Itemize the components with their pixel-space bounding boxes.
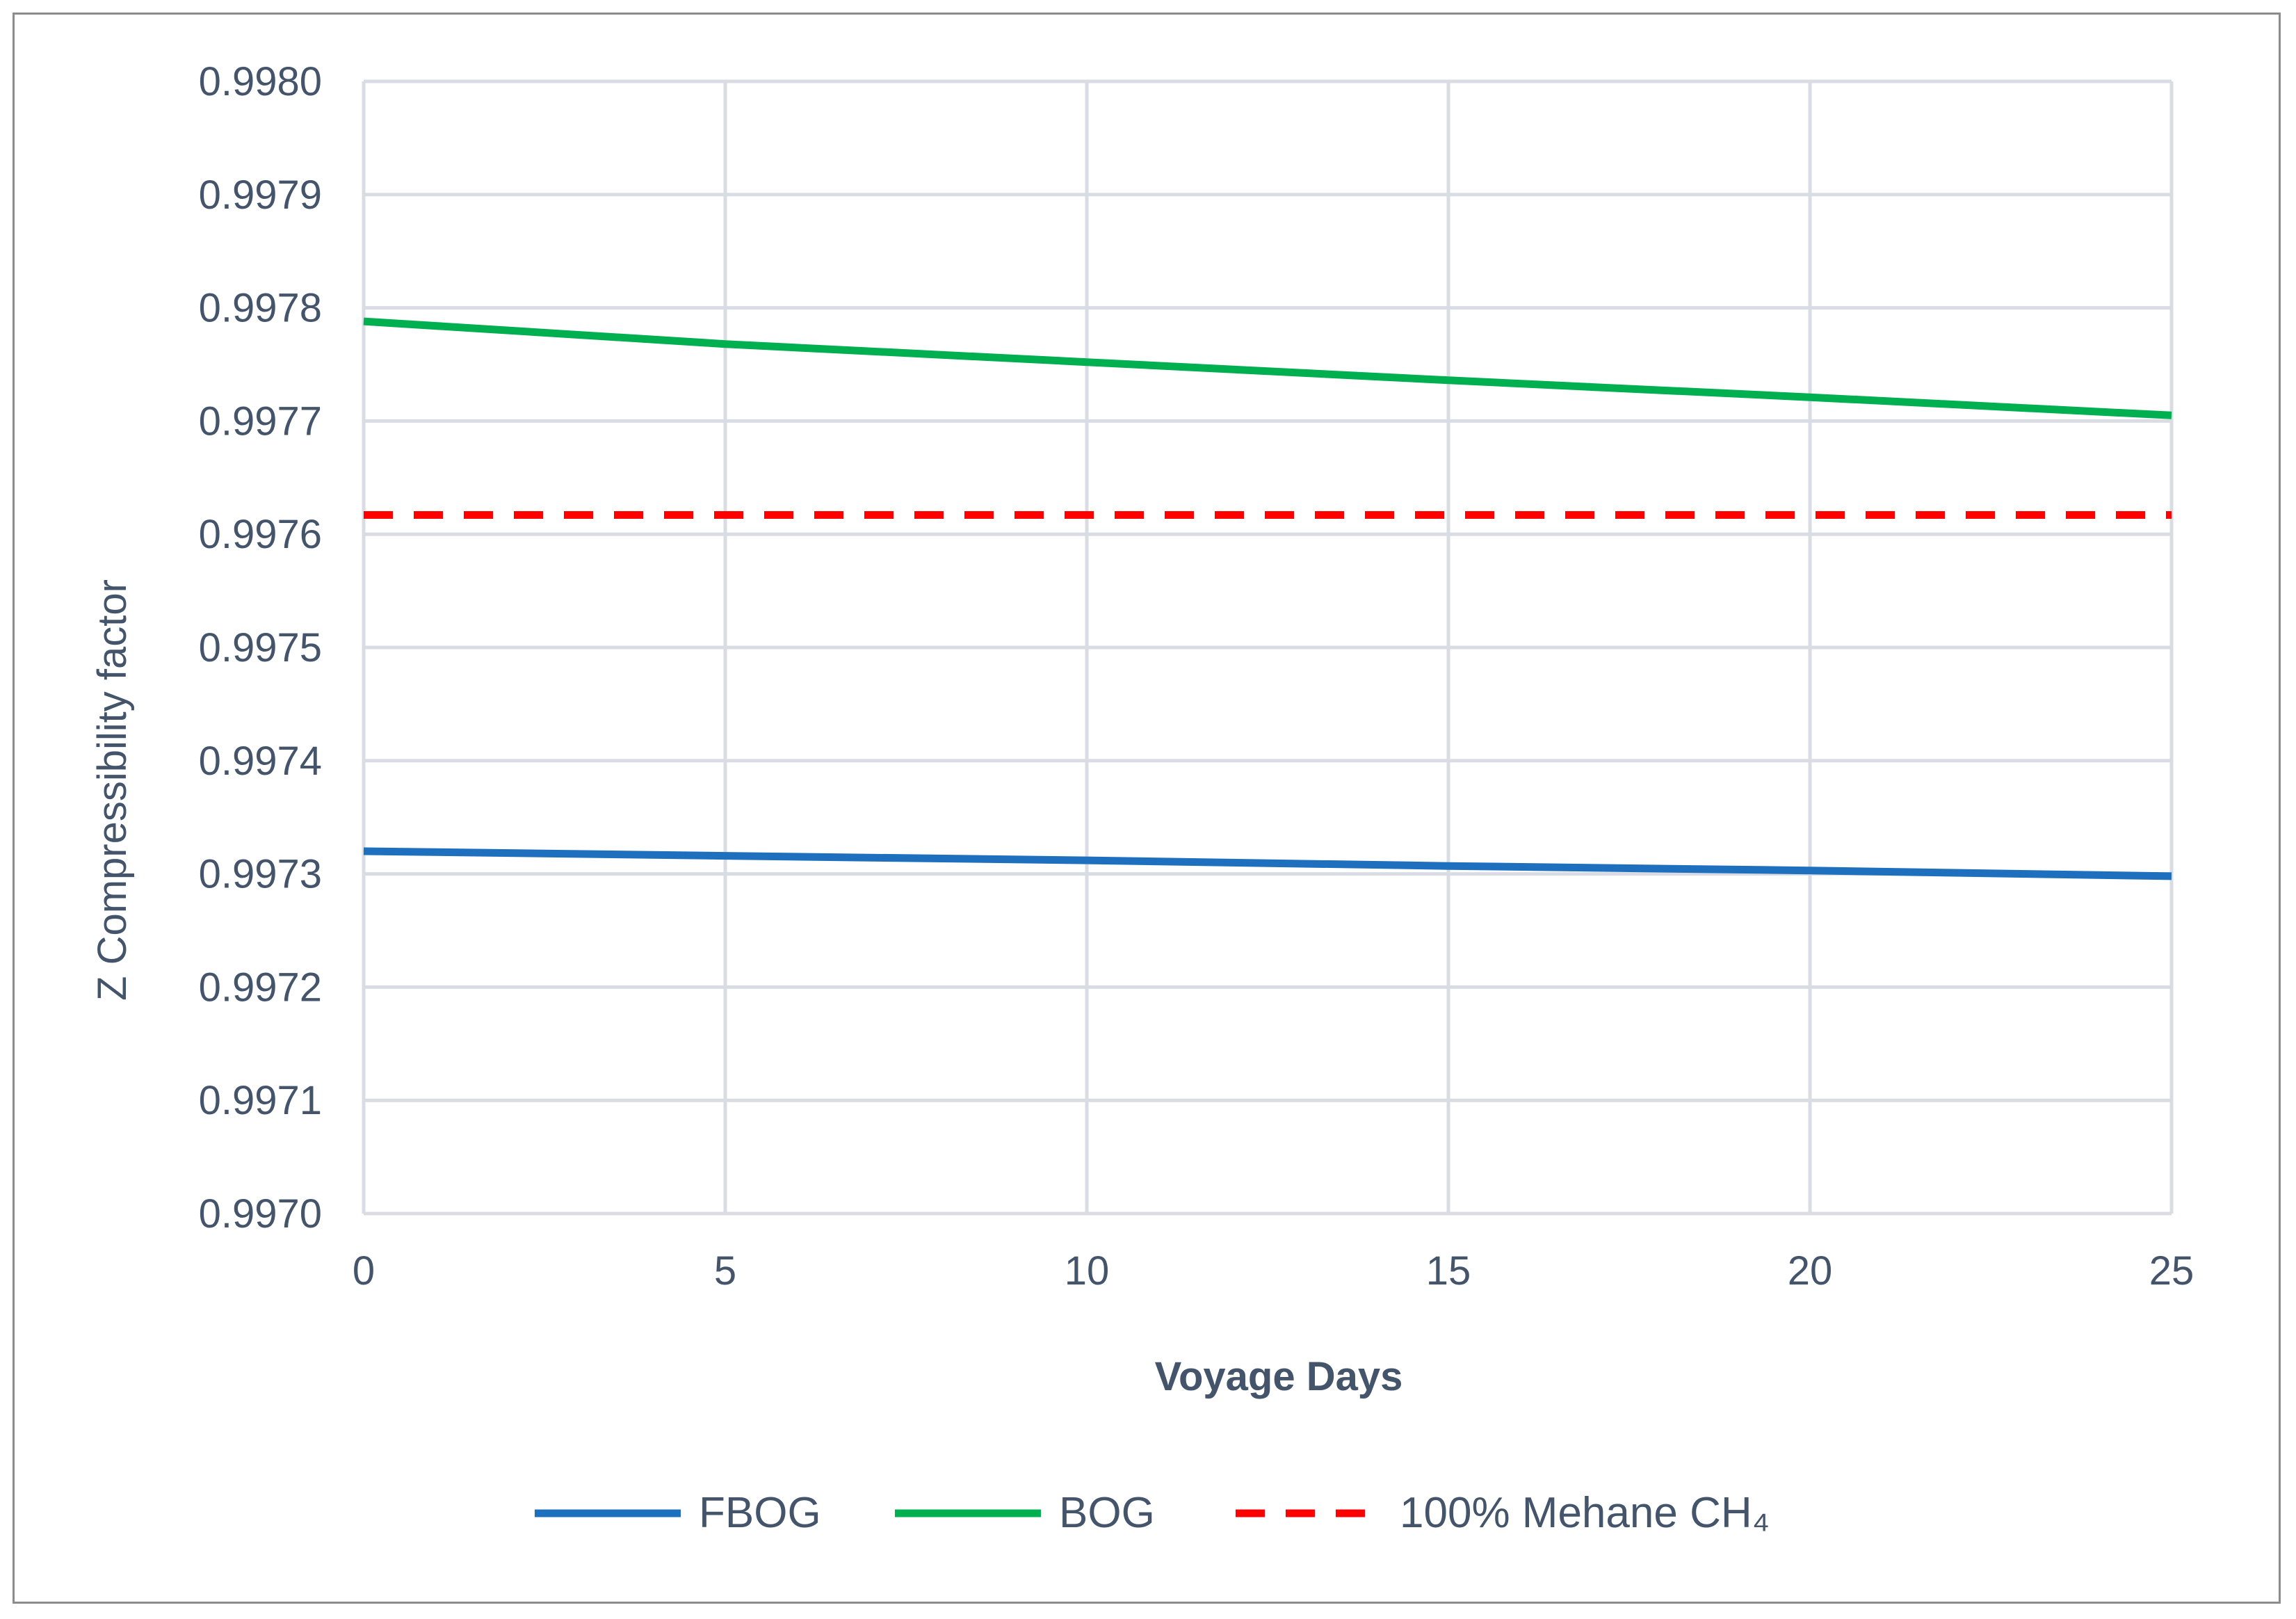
x-tick-label: 10 [1065, 1248, 1110, 1294]
y-tick-label: 0.9971 [199, 1078, 322, 1123]
y-tick-label: 0.9970 [199, 1191, 322, 1237]
y-tick-label: 0.9976 [199, 512, 322, 557]
legend-label: 100% Mehane CH₄ [1400, 1489, 1770, 1537]
x-axis-title: Voyage Days [1155, 1354, 1403, 1399]
series-line-fbog [363, 847, 2172, 880]
legend-label: BOG [1059, 1489, 1155, 1537]
chart-frame: 0.9970 0.9971 0.9972 0.9973 0.9974 0.9975 0.99… [13, 13, 2281, 1604]
y-tick-label: 0.9974 [199, 739, 322, 784]
y-tick-label: 0.9977 [199, 398, 322, 444]
y-axis-title: Z Compressibility factor [90, 579, 135, 1001]
y-tick-label: 0.9979 [199, 172, 322, 218]
y-tick-label: 0.9973 [199, 852, 322, 897]
y-tick-label: 0.9972 [199, 965, 322, 1010]
x-tick-label: 5 [714, 1248, 736, 1294]
x-tick-label: 15 [1426, 1248, 1471, 1294]
line-chart: 0.9970 0.9971 0.9972 0.9973 0.9974 0.9975 0.99… [90, 59, 2194, 1537]
series-line-bog [363, 317, 2172, 419]
series-lines [363, 317, 2172, 880]
legend-label: FBOG [699, 1489, 821, 1537]
y-tick-label: 0.9978 [199, 286, 322, 331]
y-tick-labels: 0.9970 0.9971 0.9972 0.9973 0.9974 0.9975 0.99… [199, 59, 322, 1237]
x-tick-label: 0 [353, 1248, 375, 1294]
x-tick-label: 20 [1788, 1248, 1833, 1294]
legend: FBOG BOG 100% Mehane CH₄ [535, 1489, 1770, 1537]
x-tick-labels: 0 5 10 15 20 25 [353, 1248, 2194, 1294]
x-tick-label: 25 [2149, 1248, 2194, 1294]
y-tick-label: 0.9975 [199, 625, 322, 670]
y-tick-label: 0.9980 [199, 59, 322, 104]
gridlines [362, 79, 2174, 1216]
